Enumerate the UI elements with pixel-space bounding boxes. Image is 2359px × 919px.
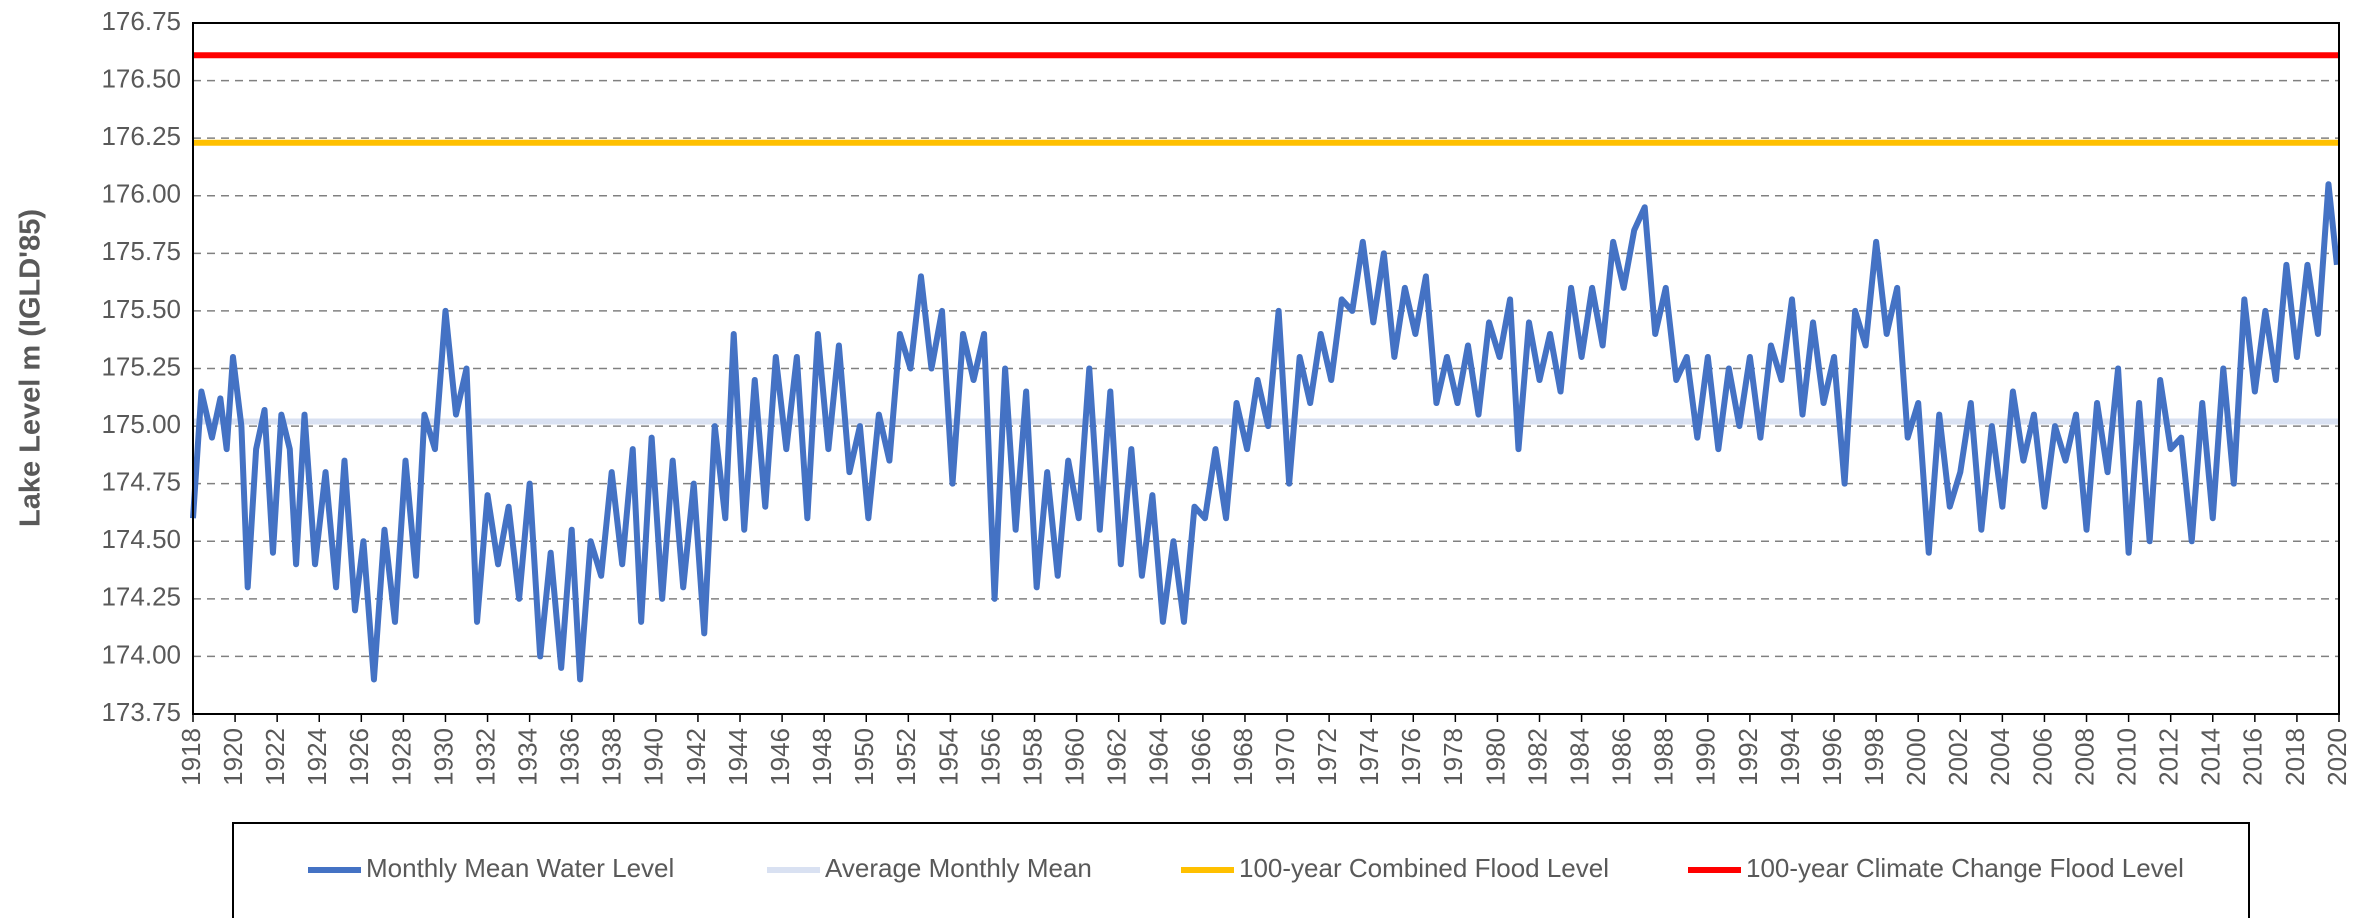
- y-axis-title: Lake Level m (IGLD'85): [15, 209, 47, 527]
- legend-label: 100-year Combined Flood Level: [1239, 853, 1609, 883]
- legend-box: [232, 822, 2250, 918]
- y-tick-label: 174.00: [101, 639, 181, 669]
- x-tick-label: 1956: [975, 728, 1005, 786]
- x-tick-label: 1920: [218, 728, 248, 786]
- x-tick-label: 1978: [1438, 728, 1468, 786]
- x-tick-label: 1954: [933, 728, 963, 786]
- x-tick-label: 1962: [1102, 728, 1132, 786]
- x-tick-label: 1986: [1607, 728, 1637, 786]
- x-tick-label: 1998: [1859, 728, 1889, 786]
- x-tick-label: 1946: [765, 728, 795, 786]
- x-tick-label: 1938: [597, 728, 627, 786]
- x-tick-label: 1934: [513, 728, 543, 786]
- legend-label: 100-year Climate Change Flood Level: [1746, 853, 2184, 883]
- legend-label: Monthly Mean Water Level: [366, 853, 674, 883]
- x-tick-label: 1990: [1691, 728, 1721, 786]
- y-tick-label: 176.00: [101, 179, 181, 209]
- x-tick-label: 1972: [1312, 728, 1342, 786]
- y-tick-label: 175.50: [101, 294, 181, 324]
- x-tick-label: 1918: [176, 728, 206, 786]
- x-tick-label: 2004: [1985, 728, 2015, 786]
- y-tick-label: 173.75: [101, 697, 181, 727]
- y-tick-label: 176.25: [101, 121, 181, 151]
- x-tick-label: 1948: [807, 728, 837, 786]
- y-tick-label: 175.00: [101, 409, 181, 439]
- x-tick-label: 1940: [639, 728, 669, 786]
- x-tick-label: 2002: [1943, 728, 1973, 786]
- x-tick-label: 2014: [2196, 728, 2226, 786]
- x-tick-label: 1924: [302, 728, 332, 786]
- x-tick-label: 1968: [1228, 728, 1258, 786]
- x-tick-label: 1952: [891, 728, 921, 786]
- y-tick-label: 176.75: [101, 6, 181, 36]
- x-tick-label: 1942: [681, 728, 711, 786]
- x-tick-label: 1988: [1649, 728, 1679, 786]
- x-tick-label: 1964: [1144, 728, 1174, 786]
- x-tick-label: 1928: [386, 728, 416, 786]
- y-tick-label: 175.25: [101, 351, 181, 381]
- x-tick-label: 1984: [1564, 728, 1594, 786]
- x-tick-label: 1926: [344, 728, 374, 786]
- x-tick-label: 2000: [1901, 728, 1931, 786]
- x-tick-label: 1970: [1270, 728, 1300, 786]
- x-tick-label: 2016: [2238, 728, 2268, 786]
- x-tick-label: 1994: [1775, 728, 1805, 786]
- x-tick-label: 1932: [470, 728, 500, 786]
- x-tick-label: 1976: [1396, 728, 1426, 786]
- x-tick-label: 2018: [2280, 728, 2310, 786]
- x-tick-label: 1950: [849, 728, 879, 786]
- y-tick-label: 175.75: [101, 236, 181, 266]
- y-tick-label: 174.75: [101, 467, 181, 497]
- x-tick-label: 1936: [555, 728, 585, 786]
- y-tick-label: 174.25: [101, 582, 181, 612]
- x-tick-label: 1958: [1017, 728, 1047, 786]
- legend-label: Average Monthly Mean: [825, 853, 1092, 883]
- x-tick-label: 1944: [723, 728, 753, 786]
- x-tick-label: 1922: [260, 728, 290, 786]
- x-tick-label: 1966: [1186, 728, 1216, 786]
- x-tick-label: 1930: [428, 728, 458, 786]
- y-tick-label: 176.50: [101, 63, 181, 93]
- y-tick-label: 174.50: [101, 524, 181, 554]
- x-tick-label: 2006: [2027, 728, 2057, 786]
- x-tick-label: 1982: [1522, 728, 1552, 786]
- x-tick-label: 1980: [1480, 728, 1510, 786]
- x-tick-label: 2012: [2154, 728, 2184, 786]
- x-tick-label: 1960: [1060, 728, 1090, 786]
- x-tick-label: 1974: [1354, 728, 1384, 786]
- x-tick-label: 2010: [2111, 728, 2141, 786]
- x-tick-label: 2008: [2069, 728, 2099, 786]
- plot-border: [192, 22, 2340, 715]
- series-line: [190, 181, 2340, 683]
- x-tick-label: 1992: [1733, 728, 1763, 786]
- x-tick-label: 2020: [2322, 728, 2352, 786]
- x-tick-label: 1996: [1817, 728, 1847, 786]
